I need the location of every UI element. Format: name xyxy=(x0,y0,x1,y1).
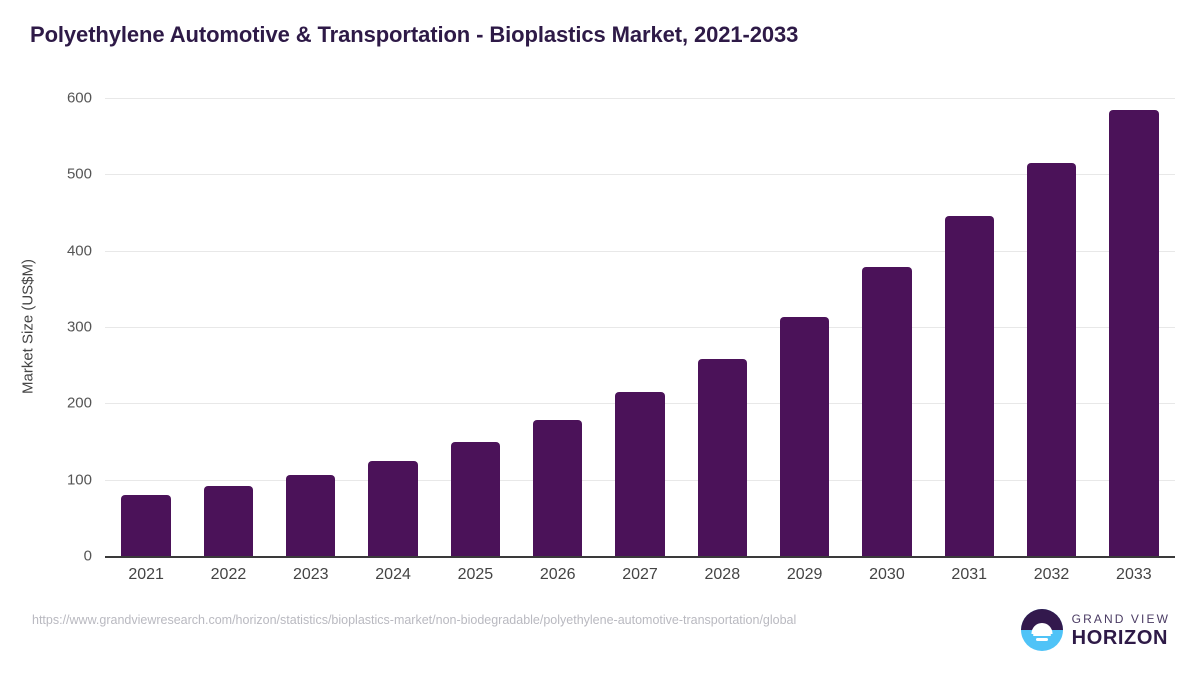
y-tick-label: 600 xyxy=(66,89,92,107)
logo-top-text: GRAND VIEW xyxy=(1071,611,1170,626)
x-tick-label: 2030 xyxy=(869,566,905,583)
bar-slot xyxy=(779,78,830,556)
bar[interactable] xyxy=(1026,162,1077,556)
bar-slot xyxy=(286,78,336,556)
bar-slot xyxy=(121,78,171,556)
bar[interactable] xyxy=(1109,110,1159,556)
bar-slot xyxy=(203,78,254,556)
y-tick-label: 200 xyxy=(66,394,92,412)
gridline xyxy=(105,250,1175,252)
bar-slot xyxy=(533,78,583,556)
x-axis-ticks: 2021 2022 2023 2024 2025 2026 2027 2028 2029 2030… xyxy=(105,566,1175,606)
x-tick-label: 2032 xyxy=(1033,566,1070,583)
bar-slot xyxy=(1026,78,1077,556)
bar[interactable] xyxy=(368,460,418,556)
gridline xyxy=(105,327,1175,328)
gridline xyxy=(105,174,1175,176)
bar-slot xyxy=(1109,78,1159,556)
bar[interactable] xyxy=(121,494,171,556)
bar-slot xyxy=(615,78,665,556)
plot-area: Market Size (US$M) 0 100 200 300 400 500 600 2… xyxy=(0,78,1200,583)
y-tick-label: 400 xyxy=(66,242,92,260)
x-tick-label: 2028 xyxy=(704,566,741,583)
y-axis-ticks: 0 100 200 300 400 500 600 xyxy=(0,78,100,578)
y-tick-label: 500 xyxy=(66,165,92,183)
bar[interactable] xyxy=(779,317,830,556)
bar[interactable] xyxy=(862,266,912,556)
bar-slot xyxy=(450,78,501,556)
x-axis-baseline xyxy=(105,556,1175,558)
x-tick-label: 2022 xyxy=(210,566,247,583)
horizon-sun-icon xyxy=(1020,609,1063,651)
chart-footer: https://www.grandviewresearch.com/horizo… xyxy=(0,603,1200,675)
bar[interactable] xyxy=(944,215,994,556)
bar[interactable] xyxy=(450,442,501,556)
brand-logo: GRAND VIEW HORIZON xyxy=(1020,609,1170,651)
y-tick-label: 300 xyxy=(66,318,92,336)
bar-slot xyxy=(368,78,418,556)
x-tick-label: 2025 xyxy=(457,566,494,583)
x-tick-label: 2024 xyxy=(375,566,411,583)
y-tick-label: 0 xyxy=(83,547,92,565)
bar-slot xyxy=(697,78,747,556)
source-url[interactable]: https://www.grandviewresearch.com/horizo… xyxy=(32,613,797,627)
x-tick-label: 2023 xyxy=(292,566,329,583)
bar[interactable] xyxy=(286,475,336,556)
bar-series xyxy=(105,78,1175,578)
x-tick-label: 2027 xyxy=(622,566,658,583)
bar[interactable] xyxy=(615,391,665,556)
bar-slot xyxy=(944,78,994,556)
x-tick-label: 2031 xyxy=(951,566,988,583)
logo-wordmark: GRAND VIEW HORIZON xyxy=(1072,613,1170,648)
gridline xyxy=(105,98,1175,99)
logo-bottom-text: HORIZON xyxy=(1071,626,1169,649)
bar[interactable] xyxy=(203,485,254,556)
x-tick-label: 2026 xyxy=(539,566,576,583)
bar-slot xyxy=(862,78,912,556)
x-tick-label: 2033 xyxy=(1116,566,1152,583)
bar[interactable] xyxy=(697,359,747,556)
bar[interactable] xyxy=(533,420,583,556)
page-title: Polyethylene Automotive & Transportation… xyxy=(30,22,799,47)
y-tick-label: 100 xyxy=(66,471,92,489)
x-tick-label: 2029 xyxy=(786,566,823,583)
x-tick-label: 2021 xyxy=(128,566,164,583)
